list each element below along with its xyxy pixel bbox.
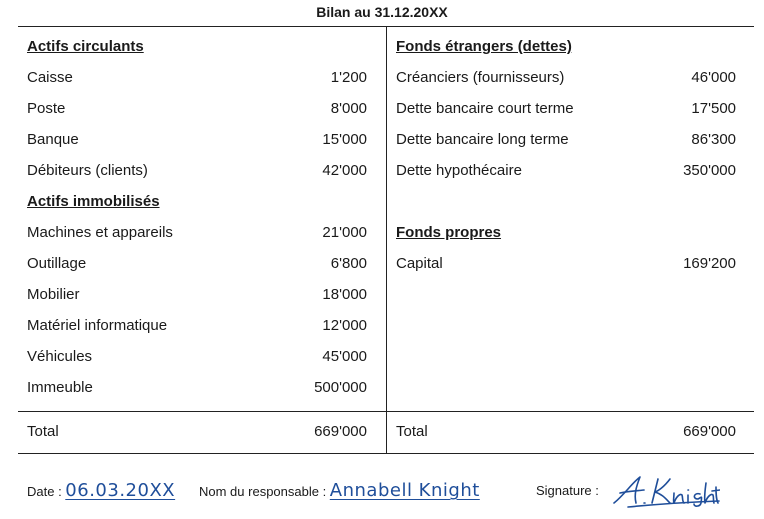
- row-value: 86'300: [691, 131, 736, 148]
- balance-row: Véhicules 45'000: [27, 346, 367, 377]
- row-value: 6'800: [330, 255, 367, 272]
- row-value: 42'000: [322, 162, 367, 179]
- assets-total-row: Total 669'000: [27, 421, 367, 443]
- row-label: Dette bancaire court terme: [396, 100, 574, 117]
- row-label: Immeuble: [27, 379, 93, 396]
- balance-row: [396, 191, 736, 222]
- title-rule: [18, 26, 754, 27]
- row-label: Créanciers (fournisseurs): [396, 69, 565, 86]
- row-label: Machines et appareils: [27, 224, 173, 241]
- section-heading-label: Actifs immobilisés: [27, 193, 160, 210]
- section-heading: Actifs circulants: [27, 36, 367, 67]
- balance-row: Immeuble 500'000: [27, 377, 367, 408]
- section-heading-label: Fonds étrangers (dettes): [396, 38, 572, 55]
- row-label: Outillage: [27, 255, 87, 272]
- row-label: Poste: [27, 100, 66, 117]
- row-value: 46'000: [691, 69, 736, 86]
- column-divider: [386, 27, 387, 411]
- date-label: Date :: [27, 484, 66, 499]
- row-label: Dette hypothécaire: [396, 162, 522, 179]
- section-heading-label: Fonds propres: [396, 224, 502, 241]
- row-value: 350'000: [683, 162, 736, 179]
- row-label: Débiteurs (clients): [27, 162, 148, 179]
- balance-row: Capital 169'200: [396, 253, 736, 284]
- balance-row: Outillage 6'800: [27, 253, 367, 284]
- row-value: 18'000: [322, 286, 367, 303]
- assets-total-label: Total: [27, 423, 59, 440]
- row-value: 21'000: [322, 224, 367, 241]
- liabilities-total-row: Total 669'000: [396, 421, 736, 443]
- responsible-label: Nom du responsable :: [199, 484, 330, 499]
- assets-total-value: 669'000: [314, 423, 367, 440]
- row-value: 45'000: [322, 348, 367, 365]
- row-value: 169'200: [683, 255, 736, 272]
- row-label: Dette bancaire long terme: [396, 131, 569, 148]
- balance-row: Poste 8'000: [27, 98, 367, 129]
- balance-row: Dette bancaire court terme 17'500: [396, 98, 736, 129]
- balance-row: Mobilier 18'000: [27, 284, 367, 315]
- section-heading: Fonds propres: [396, 222, 736, 253]
- total-divider: [386, 411, 387, 453]
- bottom-rule: [18, 453, 754, 454]
- row-value: 500'000: [314, 379, 367, 396]
- signature-label: Signature :: [536, 483, 599, 498]
- assets-column: Actifs circulants Caisse 1'200 Poste 8'000 Ba…: [27, 36, 367, 408]
- balance-row: Matériel informatique 12'000: [27, 315, 367, 346]
- liabilities-total-value: 669'000: [683, 423, 736, 440]
- section-heading: Fonds étrangers (dettes): [396, 36, 736, 67]
- signature-field: Signature :: [536, 480, 599, 502]
- row-label: Mobilier: [27, 286, 80, 303]
- row-label: Matériel informatique: [27, 317, 168, 334]
- responsible-field: Nom du responsable : Annabell Knight: [199, 480, 480, 503]
- liabilities-total-label: Total: [396, 423, 428, 440]
- balance-row: Banque 15'000: [27, 129, 367, 160]
- row-value: 15'000: [322, 131, 367, 148]
- row-value: 8'000: [330, 100, 367, 117]
- section-heading-label: Actifs circulants: [27, 38, 144, 55]
- balance-row: Caisse 1'200: [27, 67, 367, 98]
- row-label: Véhicules: [27, 348, 93, 365]
- row-value: 17'500: [691, 100, 736, 117]
- row-label: Capital: [396, 255, 443, 272]
- signature-image: [613, 476, 720, 508]
- balance-row: Créanciers (fournisseurs) 46'000: [396, 67, 736, 98]
- balance-row: Dette bancaire long terme 86'300: [396, 129, 736, 160]
- row-value: 1'200: [330, 69, 367, 86]
- date-field: Date : 06.03.20XX: [27, 480, 175, 503]
- balance-row: Dette hypothécaire 350'000: [396, 160, 736, 191]
- row-label: Caisse: [27, 69, 73, 86]
- document-title: Bilan au 31.12.20XX: [316, 4, 448, 20]
- row-value: 12'000: [322, 317, 367, 334]
- liabilities-column: Fonds étrangers (dettes) Créanciers (four…: [396, 36, 736, 284]
- balance-row: Débiteurs (clients) 42'000: [27, 160, 367, 191]
- responsible-value: Annabell Knight: [329, 480, 480, 501]
- section-heading: Actifs immobilisés: [27, 191, 367, 222]
- balance-row: Machines et appareils 21'000: [27, 222, 367, 253]
- date-value: 06.03.20XX: [65, 480, 176, 501]
- row-label: Banque: [27, 131, 79, 148]
